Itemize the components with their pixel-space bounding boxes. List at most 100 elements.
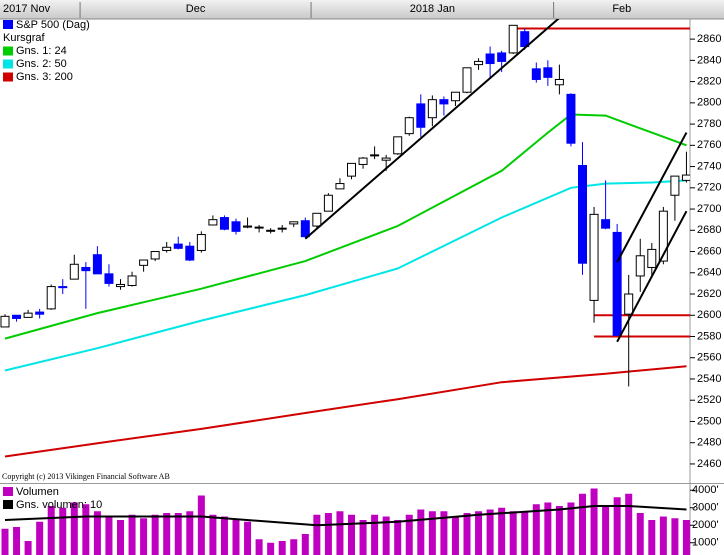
volume-bar <box>301 534 309 555</box>
moving-average <box>4 179 687 372</box>
volume-bar <box>186 511 194 555</box>
legend-swatch <box>3 500 13 509</box>
volume-bar <box>590 488 598 555</box>
month-label: 2017 Nov <box>3 3 51 15</box>
volume-bar <box>671 518 679 555</box>
candle-body <box>173 243 183 249</box>
candle-body <box>196 234 206 251</box>
volume-bar <box>475 511 483 555</box>
legend-swatch <box>3 72 13 82</box>
y-tick-label: 2840 <box>697 54 721 66</box>
volume-bar <box>405 514 413 555</box>
candle-body <box>508 24 518 54</box>
volume-bar <box>336 511 344 555</box>
volume-bar <box>93 511 101 555</box>
candle-body <box>393 136 403 155</box>
moving-average <box>4 365 687 458</box>
candle-body <box>589 213 599 301</box>
volume-bar <box>140 518 148 555</box>
candle-body <box>289 221 299 225</box>
candle-body <box>347 162 356 177</box>
trend-line <box>616 210 688 343</box>
y-tick-label: 2660 <box>697 245 721 257</box>
y-tick-label: 2700 <box>697 203 721 215</box>
y-tick-label: 2760 <box>697 139 721 151</box>
volume-bar <box>348 514 355 555</box>
candle-body <box>150 251 160 260</box>
candle-body <box>404 117 414 135</box>
candle-body <box>497 52 507 62</box>
volume-bar <box>220 516 228 555</box>
volume-bar <box>486 509 494 555</box>
volume-average <box>4 505 687 527</box>
y-tick-label: 2800 <box>697 97 721 109</box>
candle-body <box>219 217 229 230</box>
volume-bar <box>498 507 506 555</box>
y-tick-label: 2520 <box>697 394 721 406</box>
candle-body <box>58 286 68 289</box>
legend-label: Gns. 3: 200 <box>16 71 73 83</box>
volume-bar <box>267 542 275 555</box>
candle-body <box>323 194 333 212</box>
candle-body <box>116 283 125 288</box>
y-tick-label: 2580 <box>697 330 721 342</box>
candle-body <box>162 246 172 251</box>
candle-body <box>635 255 645 277</box>
volume-bar <box>105 516 113 555</box>
month-label: Dec <box>186 3 206 15</box>
volume-bar <box>417 509 425 555</box>
candle-body <box>670 175 680 196</box>
y-tick-label: 2600 <box>697 309 721 321</box>
volume-bar <box>244 521 252 555</box>
candle-body <box>416 103 426 128</box>
volume-bar <box>579 493 586 555</box>
volume-bar <box>324 513 332 555</box>
volume-bar <box>659 516 667 555</box>
candle-body <box>104 273 114 284</box>
volume-bar <box>70 502 78 555</box>
candle-body <box>12 314 22 319</box>
candle-body <box>474 60 484 66</box>
volume-bar <box>440 511 448 555</box>
candle-body <box>381 157 391 161</box>
volume-bar <box>636 513 644 555</box>
legend-swatch <box>3 59 13 69</box>
legend-label: Gns. volumen: 10 <box>16 499 102 511</box>
y-tick-label: 2680 <box>697 224 721 236</box>
y-tick-label: 2720 <box>697 182 721 194</box>
volume-bar <box>174 513 182 555</box>
candle-body <box>681 174 690 181</box>
volume-bar <box>117 520 124 555</box>
legend-swatch <box>3 20 13 29</box>
volume-bar <box>544 502 552 555</box>
volume-bar <box>278 541 286 555</box>
y-tick-label: 4000' <box>692 484 719 496</box>
candle-body <box>578 165 587 264</box>
price-panel <box>0 19 690 458</box>
legend-label: Gns. 2: 50 <box>16 58 67 70</box>
y-tick-label: 2740 <box>697 160 721 172</box>
candle-body <box>254 226 264 229</box>
volume-bar <box>1 528 9 555</box>
y-tick-label: 2540 <box>697 373 721 385</box>
candle-body <box>0 315 10 328</box>
y-tick-label: 2560 <box>697 352 721 364</box>
candle-body <box>208 219 218 226</box>
candle-body <box>624 293 634 315</box>
candle-body <box>601 219 611 229</box>
candle-body <box>658 210 668 262</box>
volume-bar <box>463 513 471 555</box>
moving-average <box>4 113 687 340</box>
volume-bar <box>24 541 32 555</box>
candle-body <box>427 99 437 119</box>
candle-body <box>185 245 195 261</box>
volume-bar <box>521 511 529 555</box>
volume-bar <box>532 504 540 555</box>
trend-line <box>616 132 688 263</box>
legend-swatch <box>3 487 13 496</box>
candle-body <box>277 227 287 230</box>
volume-bar <box>451 516 459 555</box>
volume-bar <box>151 514 159 555</box>
legend-label: Gns. 1: 24 <box>16 45 67 57</box>
legend-label: S&P 500 (Dag) <box>16 19 90 31</box>
